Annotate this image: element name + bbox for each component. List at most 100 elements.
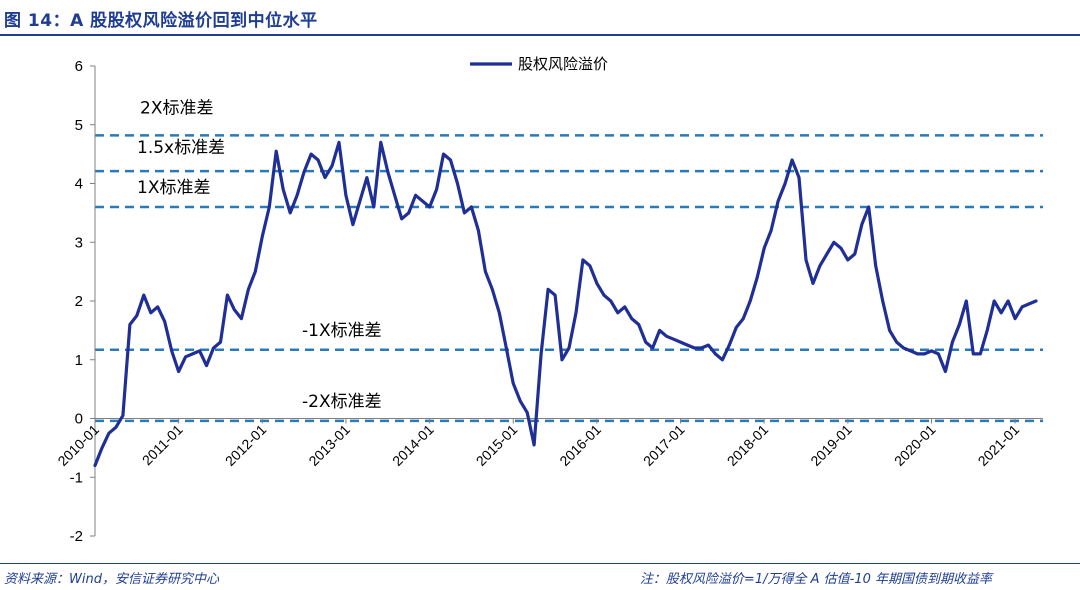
data-point xyxy=(358,199,362,203)
data-point xyxy=(351,223,355,226)
x-tick-label: 2011-01 xyxy=(139,421,186,468)
data-point xyxy=(560,358,564,361)
data-point xyxy=(672,338,675,341)
data-point xyxy=(1027,302,1031,306)
data-point xyxy=(972,352,975,356)
data-point xyxy=(226,293,229,297)
data-point xyxy=(456,182,459,185)
reference-label: -2X标准差 xyxy=(302,392,382,412)
data-point xyxy=(142,293,145,297)
data-point xyxy=(539,352,543,356)
data-point xyxy=(233,308,236,311)
data-point xyxy=(435,188,438,191)
data-point xyxy=(519,399,522,403)
data-point xyxy=(477,229,480,232)
data-point xyxy=(289,211,292,215)
data-point xyxy=(526,411,529,414)
data-point xyxy=(323,176,327,179)
data-point xyxy=(247,288,250,291)
data-point xyxy=(679,340,682,344)
data-point xyxy=(874,264,877,267)
data-point xyxy=(763,246,766,250)
data-point xyxy=(470,205,473,209)
data-point xyxy=(421,199,424,203)
data-point xyxy=(100,446,104,450)
data-point xyxy=(254,270,257,273)
data-point xyxy=(832,241,836,244)
x-tick-label: 2016-01 xyxy=(556,421,604,469)
y-tick-label: 6 xyxy=(75,58,83,75)
data-point xyxy=(198,349,201,353)
data-point xyxy=(958,323,961,326)
data-point xyxy=(498,311,501,314)
x-tick-label: 2015-01 xyxy=(473,421,521,469)
data-point xyxy=(979,352,982,356)
data-point xyxy=(783,182,787,185)
data-point xyxy=(651,346,654,350)
reference-label: -1X标准差 xyxy=(302,321,382,341)
x-tick-label: 2014-01 xyxy=(389,421,437,469)
data-point xyxy=(630,317,633,320)
data-point xyxy=(930,349,933,353)
data-point xyxy=(776,199,780,203)
data-point xyxy=(602,293,606,297)
data-point xyxy=(316,158,320,162)
data-point xyxy=(149,311,152,314)
data-point xyxy=(407,211,410,215)
data-point xyxy=(693,346,696,350)
data-point xyxy=(686,343,689,347)
x-tick-label: 2020-01 xyxy=(891,421,939,469)
y-tick-label: 5 xyxy=(75,117,83,134)
data-point xyxy=(839,246,843,250)
data-point xyxy=(114,426,118,429)
data-point xyxy=(93,464,97,467)
data-point xyxy=(707,343,710,347)
data-point xyxy=(1006,299,1010,303)
data-point xyxy=(658,329,661,332)
data-point xyxy=(121,414,125,417)
data-point xyxy=(302,170,306,173)
data-point xyxy=(902,346,905,350)
y-tick-label: 3 xyxy=(75,234,83,251)
x-tick-label: 2019-01 xyxy=(807,421,855,469)
data-point xyxy=(135,314,138,317)
y-tick-label: -1 xyxy=(70,469,83,486)
data-point xyxy=(553,293,557,297)
data-point xyxy=(240,317,243,320)
data-point xyxy=(811,282,815,285)
data-point xyxy=(442,152,445,156)
data-point xyxy=(414,194,417,197)
data-point xyxy=(735,326,738,329)
data-point xyxy=(644,340,647,344)
data-point xyxy=(1034,299,1038,303)
data-point xyxy=(344,194,348,197)
data-point xyxy=(463,211,466,215)
data-point xyxy=(177,370,180,373)
data-point xyxy=(1013,317,1017,320)
data-point xyxy=(428,205,431,209)
data-point xyxy=(393,194,396,197)
source-note: 资料来源：Wind，安信证券研究中心 xyxy=(4,572,219,587)
chart-legend: 股权风险溢价 xyxy=(470,55,608,73)
data-point xyxy=(574,311,578,314)
footer-rule xyxy=(0,563,1080,564)
data-point xyxy=(567,346,571,350)
data-point xyxy=(295,194,299,197)
y-tick-label: 0 xyxy=(75,411,83,428)
data-point xyxy=(532,443,536,447)
data-point xyxy=(700,346,703,350)
data-point xyxy=(505,346,508,350)
data-point xyxy=(595,282,599,285)
data-point xyxy=(749,299,752,303)
data-point xyxy=(365,176,369,179)
data-point xyxy=(714,352,717,356)
data-point xyxy=(268,205,271,209)
data-point xyxy=(449,158,452,162)
data-point xyxy=(986,329,989,332)
data-point xyxy=(309,152,313,156)
data-point xyxy=(916,352,919,356)
reference-label: 1.5x标准差 xyxy=(137,138,225,158)
data-point xyxy=(721,358,724,361)
data-point xyxy=(219,340,222,344)
